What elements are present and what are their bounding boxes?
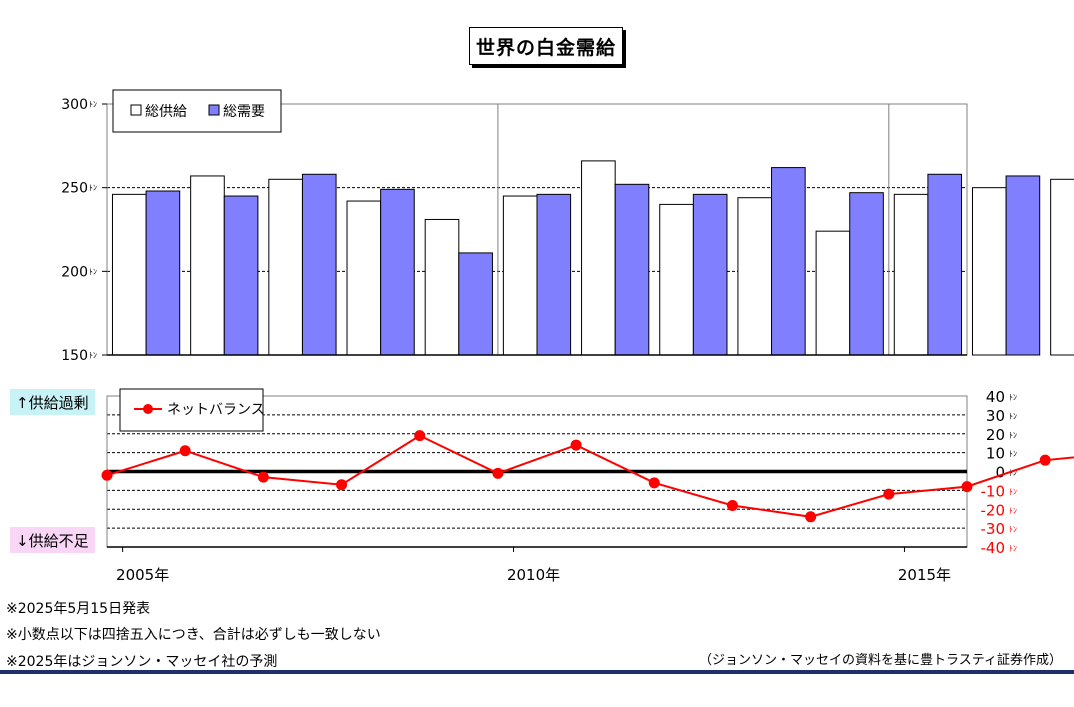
net-balance-point bbox=[336, 479, 348, 491]
bar-y-tick-unit: ﾄﾝ bbox=[89, 184, 97, 193]
demand-bar bbox=[849, 192, 884, 356]
supply-bar bbox=[502, 195, 538, 356]
line-y-tick-label: 20 ﾄﾝ bbox=[986, 426, 1017, 444]
net-balance-point bbox=[726, 499, 738, 511]
supply-bar bbox=[893, 193, 929, 356]
footer-rule bbox=[0, 670, 1074, 674]
demand-bar bbox=[536, 193, 572, 356]
line-y-tick-unit: ﾄﾝ bbox=[1009, 393, 1017, 402]
line-y-tick-unit: ﾄﾝ bbox=[1009, 525, 1017, 534]
legend-net-marker bbox=[143, 404, 153, 414]
deficit-annotation: ↓供給不足 bbox=[10, 527, 95, 553]
line-y-tick-label: -30 ﾄﾝ bbox=[981, 520, 1018, 538]
line-y-tick-unit: ﾄﾝ bbox=[1009, 487, 1017, 496]
line-y-tick-label: 40 ﾄﾝ bbox=[986, 388, 1017, 406]
supply-bar bbox=[268, 178, 303, 356]
legend-supply-swatch bbox=[130, 104, 142, 116]
net-balance-point bbox=[101, 469, 113, 481]
legend-supply-label: 総供給 bbox=[145, 104, 187, 120]
source-credit: （ジョンソン・マッセイの資料を基に豊トラスティ証券作成） bbox=[699, 653, 1062, 668]
net-balance-point bbox=[805, 511, 817, 523]
bar-y-tick-label: 150 bbox=[61, 348, 88, 364]
legend-demand-swatch bbox=[208, 104, 220, 116]
demand-bar bbox=[301, 173, 337, 356]
line-y-tick-unit: ﾄﾝ bbox=[1009, 469, 1017, 478]
line-y-tick-number: -10 bbox=[981, 482, 1006, 500]
line-y-tick-number: 10 bbox=[986, 445, 1005, 463]
net-balance-point bbox=[648, 477, 660, 489]
supply-bar bbox=[815, 230, 851, 356]
line-y-tick-label: 10 ﾄﾝ bbox=[986, 445, 1017, 463]
x-tick-label: 2005年 bbox=[116, 566, 169, 584]
net-balance-point bbox=[179, 445, 191, 457]
x-tick-label: 2015年 bbox=[898, 566, 951, 584]
net-balance-point bbox=[961, 481, 973, 493]
line-y-tick-unit: ﾄﾝ bbox=[1009, 412, 1017, 421]
bar-y-tick-unit: ﾄﾝ bbox=[89, 267, 97, 276]
net-balance-point bbox=[1039, 454, 1051, 466]
line-y-tick-label: 30 ﾄﾝ bbox=[986, 407, 1017, 425]
legend-net-label: ネットバランス bbox=[167, 402, 265, 418]
legend-demand-label: 総需要 bbox=[223, 104, 265, 120]
supply-bar bbox=[1050, 178, 1074, 356]
demand-bar bbox=[771, 167, 806, 356]
demand-bar bbox=[1005, 175, 1041, 356]
line-y-tick-number: -20 bbox=[981, 501, 1006, 519]
net-balance-point bbox=[257, 471, 269, 483]
line-y-tick-label: -10 ﾄﾝ bbox=[981, 482, 1018, 500]
bar-y-tick-label: 200 bbox=[61, 264, 88, 280]
line-y-tick-label: -20 ﾄﾝ bbox=[981, 501, 1018, 519]
bar-legend: 総供給 総需要 bbox=[112, 89, 282, 133]
demand-bar bbox=[145, 190, 181, 356]
surplus-annotation: ↑供給過剰 bbox=[10, 389, 95, 415]
net-balance-chart: 2005年2010年2015年2020年2025年40ﾄﾝ30ﾄﾝ20ﾄﾝ10ﾄ… bbox=[101, 388, 1074, 584]
demand-bar bbox=[692, 193, 728, 356]
supply-bar bbox=[424, 218, 460, 356]
line-y-tick-label: 0 ﾄﾝ bbox=[995, 464, 1017, 482]
line-y-tick-number: -30 bbox=[981, 520, 1006, 538]
net-balance-point bbox=[492, 467, 504, 479]
bar-y-tick-label: 250 bbox=[61, 181, 88, 197]
line-y-tick-number: 30 bbox=[986, 407, 1005, 425]
net-balance-point bbox=[883, 488, 895, 500]
supply-bar bbox=[581, 160, 616, 356]
supply-bar bbox=[737, 197, 773, 356]
supply-bar bbox=[111, 193, 147, 356]
demand-bar bbox=[458, 252, 493, 356]
supply-bar bbox=[659, 203, 694, 356]
note-release-date: ※2025年5月15日発表 bbox=[6, 601, 151, 617]
chart-title-text: 世界の白金需給 bbox=[475, 36, 616, 59]
supply-bar bbox=[971, 187, 1007, 356]
line-y-tick-number: 0 bbox=[995, 464, 1005, 482]
demand-bar bbox=[927, 173, 963, 356]
line-legend: ネットバランス bbox=[119, 388, 265, 432]
net-balance-point bbox=[570, 439, 582, 451]
bar-y-tick-unit: ﾄﾝ bbox=[89, 351, 97, 360]
line-y-tick-unit: ﾄﾝ bbox=[1009, 544, 1017, 553]
demand-bar bbox=[223, 195, 259, 356]
line-y-tick-number: -40 bbox=[981, 539, 1006, 557]
net-balance-point bbox=[414, 430, 426, 442]
line-y-tick-unit: ﾄﾝ bbox=[1009, 450, 1017, 459]
line-y-tick-number: 20 bbox=[986, 426, 1005, 444]
note-rounding: ※小数点以下は四捨五入につき、合計は必ずしも一致しない bbox=[6, 627, 381, 643]
supply-bar bbox=[190, 175, 225, 356]
chart-title: 世界の白金需給 bbox=[469, 27, 623, 65]
line-y-tick-unit: ﾄﾝ bbox=[1009, 431, 1017, 440]
bar-y-tick-unit: ﾄﾝ bbox=[89, 100, 97, 109]
x-tick-label: 2010年 bbox=[507, 566, 560, 584]
line-y-tick-label: -40 ﾄﾝ bbox=[981, 539, 1018, 557]
demand-bar bbox=[614, 183, 650, 356]
line-y-tick-number: 40 bbox=[986, 388, 1005, 406]
demand-bar bbox=[380, 188, 415, 356]
note-forecast: ※2025年はジョンソン・マッセイ社の予測 bbox=[6, 654, 278, 670]
bar-y-tick-label: 300 bbox=[61, 97, 88, 113]
supply-bar bbox=[346, 200, 382, 356]
line-y-tick-unit: ﾄﾝ bbox=[1009, 506, 1017, 515]
